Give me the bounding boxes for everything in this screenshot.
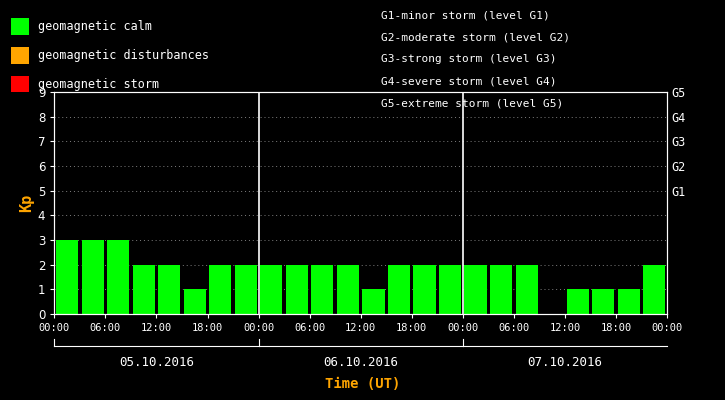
Bar <box>592 289 614 314</box>
Bar <box>56 240 78 314</box>
Text: geomagnetic disturbances: geomagnetic disturbances <box>38 49 209 62</box>
Text: G4-severe storm (level G4): G4-severe storm (level G4) <box>381 76 556 86</box>
Text: 06.10.2016: 06.10.2016 <box>323 356 398 368</box>
Text: 07.10.2016: 07.10.2016 <box>527 356 602 368</box>
Bar <box>107 240 129 314</box>
Text: G3-strong storm (level G3): G3-strong storm (level G3) <box>381 54 556 64</box>
Bar <box>133 265 154 314</box>
Bar <box>286 265 308 314</box>
Bar <box>567 289 589 314</box>
Text: geomagnetic storm: geomagnetic storm <box>38 78 159 90</box>
Bar <box>515 265 538 314</box>
Bar <box>413 265 436 314</box>
Bar <box>643 265 666 314</box>
Text: Time (UT): Time (UT) <box>325 377 400 391</box>
Bar <box>183 289 206 314</box>
Text: G5-extreme storm (level G5): G5-extreme storm (level G5) <box>381 98 563 108</box>
Bar <box>388 265 410 314</box>
Text: G2-moderate storm (level G2): G2-moderate storm (level G2) <box>381 32 570 42</box>
Bar <box>82 240 104 314</box>
Bar <box>618 289 639 314</box>
Bar <box>490 265 512 314</box>
Bar <box>158 265 181 314</box>
Text: 05.10.2016: 05.10.2016 <box>119 356 194 368</box>
Y-axis label: Kp: Kp <box>19 194 33 212</box>
Bar <box>337 265 359 314</box>
Bar <box>362 289 384 314</box>
Bar <box>235 265 257 314</box>
Bar <box>439 265 461 314</box>
Text: geomagnetic calm: geomagnetic calm <box>38 20 152 33</box>
Bar <box>465 265 486 314</box>
Text: G1-minor storm (level G1): G1-minor storm (level G1) <box>381 10 550 20</box>
Bar <box>260 265 283 314</box>
Bar <box>210 265 231 314</box>
Bar <box>311 265 334 314</box>
